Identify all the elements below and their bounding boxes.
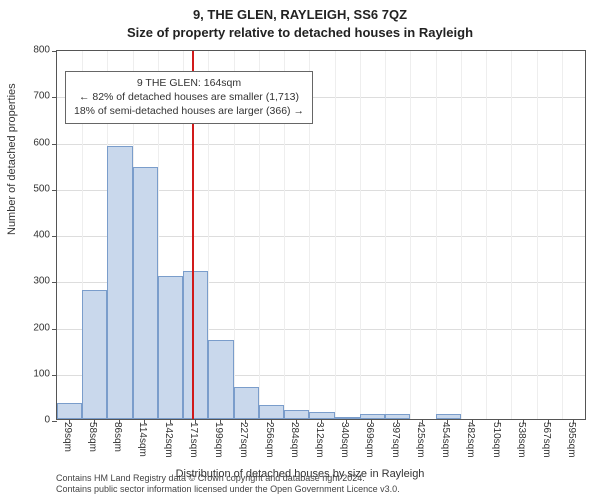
ytick-label: 0: [10, 415, 50, 426]
histogram-bar: [133, 167, 158, 419]
ytick-label: 100: [10, 368, 50, 379]
histogram-bar: [183, 271, 208, 419]
gridline-v: [410, 51, 411, 419]
info-box-line: 9 THE GLEN: 164sqm: [74, 76, 304, 90]
ytick-label: 800: [10, 45, 50, 56]
gridline-v: [436, 51, 437, 419]
xtick-label: 312sqm: [314, 422, 325, 458]
chart-area: 9 THE GLEN: 164sqm← 82% of detached hous…: [56, 50, 586, 420]
plot-region: 9 THE GLEN: 164sqm← 82% of detached hous…: [56, 50, 586, 420]
xtick-label: 397sqm: [390, 422, 401, 458]
ytick-label: 200: [10, 322, 50, 333]
xtick-label: 567sqm: [541, 422, 552, 458]
info-box-line: ← 82% of detached houses are smaller (1,…: [74, 90, 304, 104]
gridline-h: [57, 144, 585, 145]
title-line-2: Size of property relative to detached ho…: [0, 24, 600, 42]
gridline-v: [537, 51, 538, 419]
gridline-v: [360, 51, 361, 419]
ytick-mark: [52, 421, 57, 422]
xtick-label: 482sqm: [465, 422, 476, 458]
xtick-label: 256sqm: [264, 422, 275, 458]
histogram-bar: [208, 340, 233, 419]
xtick-label: 199sqm: [213, 422, 224, 458]
xtick-label: 86sqm: [112, 422, 123, 452]
histogram-bar: [107, 146, 132, 419]
xtick-label: 510sqm: [491, 422, 502, 458]
xtick-label: 227sqm: [238, 422, 249, 458]
xtick-label: 369sqm: [364, 422, 375, 458]
histogram-bar: [360, 414, 385, 419]
xtick-label: 538sqm: [516, 422, 527, 458]
y-axis-label: Number of detached properties: [6, 83, 18, 235]
histogram-bar: [57, 403, 82, 419]
chart-title-block: 9, THE GLEN, RAYLEIGH, SS6 7QZ Size of p…: [0, 0, 600, 41]
xtick-label: 595sqm: [566, 422, 577, 458]
xtick-label: 171sqm: [188, 422, 199, 458]
histogram-bar: [259, 405, 284, 419]
gridline-v: [461, 51, 462, 419]
xtick-label: 340sqm: [339, 422, 350, 458]
footer-line-2: Contains public sector information licen…: [56, 484, 400, 496]
xtick-label: 29sqm: [62, 422, 73, 452]
histogram-bar: [309, 412, 334, 419]
gridline-v: [335, 51, 336, 419]
info-box-line: 18% of semi-detached houses are larger (…: [74, 104, 304, 118]
ytick-mark: [52, 51, 57, 52]
gridline-v: [511, 51, 512, 419]
footer-line-1: Contains HM Land Registry data © Crown c…: [56, 473, 400, 485]
histogram-bar: [82, 290, 107, 420]
xtick-label: 142sqm: [163, 422, 174, 458]
xtick-label: 425sqm: [415, 422, 426, 458]
footer-attribution: Contains HM Land Registry data © Crown c…: [56, 473, 400, 496]
gridline-v: [486, 51, 487, 419]
xtick-label: 114sqm: [137, 422, 148, 457]
histogram-bar: [385, 414, 410, 419]
histogram-bar: [234, 387, 259, 419]
histogram-bar: [158, 276, 183, 419]
info-box: 9 THE GLEN: 164sqm← 82% of detached hous…: [65, 71, 313, 124]
xtick-label: 58sqm: [87, 422, 98, 452]
histogram-bar: [436, 414, 461, 419]
gridline-v: [562, 51, 563, 419]
histogram-bar: [284, 410, 309, 419]
title-line-1: 9, THE GLEN, RAYLEIGH, SS6 7QZ: [0, 6, 600, 24]
gridline-v: [385, 51, 386, 419]
xtick-label: 284sqm: [289, 422, 300, 458]
xtick-label: 454sqm: [440, 422, 451, 458]
histogram-bar: [335, 417, 360, 419]
ytick-label: 300: [10, 276, 50, 287]
